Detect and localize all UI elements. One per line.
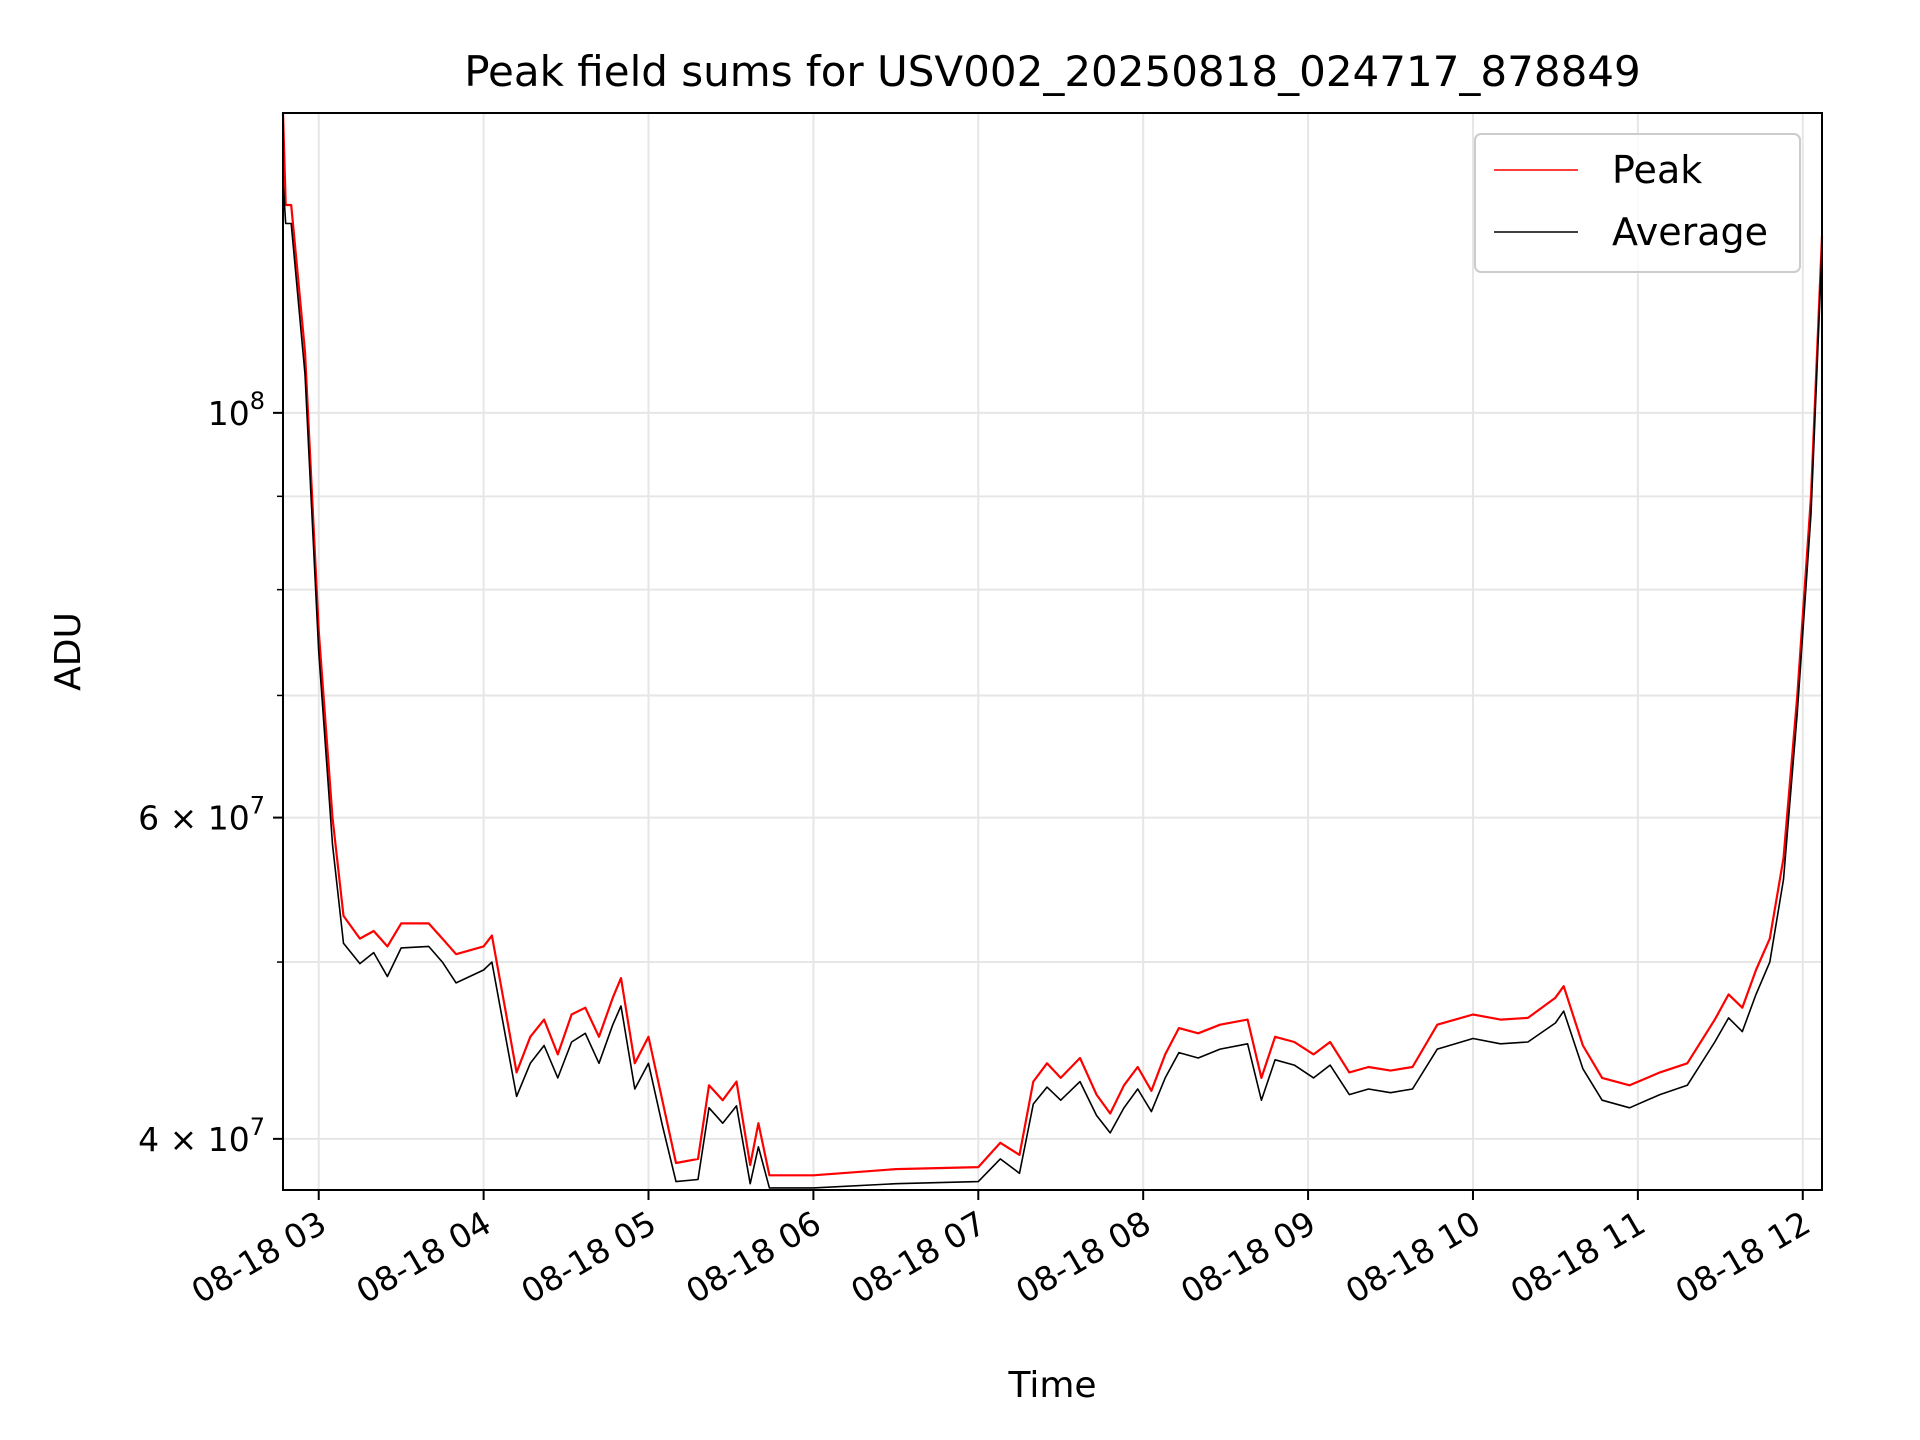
- chart-title: Peak field sums for USV002_20250818_0247…: [464, 47, 1641, 96]
- series-line-average: [282, 180, 1823, 1189]
- legend-label-peak: Peak: [1612, 148, 1702, 192]
- plot-frame: [282, 112, 1823, 1191]
- legend-label-average: Average: [1612, 210, 1768, 254]
- grid: [283, 113, 1822, 1190]
- y-axis-label: ADU: [48, 612, 89, 691]
- legend: Peak Average: [1474, 133, 1801, 273]
- x-axis-label: Time: [1007, 1365, 1096, 1406]
- series-lines: [281, 112, 1824, 1189]
- y-tick-label: 6 × 107: [138, 792, 265, 838]
- series-line-peak: [281, 112, 1824, 1177]
- legend-box: [1474, 133, 1801, 273]
- y-tick-label: 4 × 107: [138, 1113, 265, 1159]
